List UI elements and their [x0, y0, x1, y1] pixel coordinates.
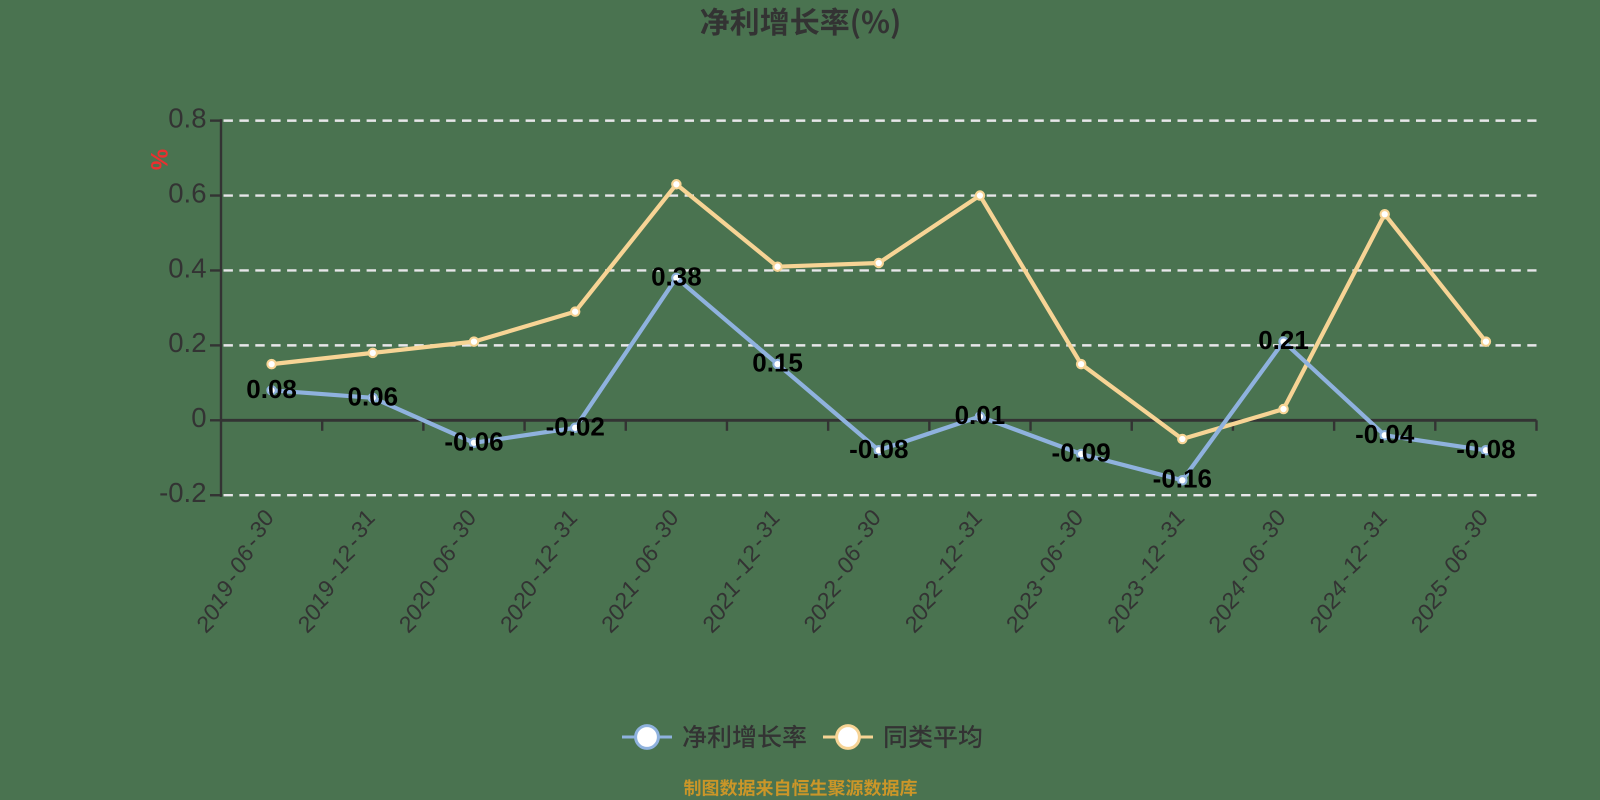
svg-text:0.08: 0.08: [246, 374, 297, 404]
svg-text:-0.04: -0.04: [1355, 419, 1415, 449]
svg-text:0.4: 0.4: [168, 252, 206, 283]
svg-text:0.06: 0.06: [347, 381, 398, 411]
svg-text:0.01: 0.01: [955, 400, 1006, 430]
svg-text:0.6: 0.6: [168, 177, 206, 208]
svg-text:-0.16: -0.16: [1153, 464, 1212, 494]
svg-text:%: %: [145, 149, 172, 170]
svg-text:-0.08: -0.08: [1456, 434, 1515, 464]
svg-text:-0.08: -0.08: [849, 434, 908, 464]
svg-text:-0.06: -0.06: [444, 426, 503, 456]
svg-text:0.2: 0.2: [168, 327, 206, 358]
svg-text:-0.02: -0.02: [546, 411, 605, 441]
svg-text:0.21: 0.21: [1258, 325, 1309, 355]
svg-text:0.8: 0.8: [168, 102, 206, 133]
svg-text:0.15: 0.15: [752, 348, 803, 378]
svg-text:0.38: 0.38: [651, 262, 702, 292]
svg-text:-0.2: -0.2: [159, 477, 206, 508]
svg-text:-0.09: -0.09: [1051, 438, 1110, 468]
svg-text:0: 0: [191, 402, 206, 433]
